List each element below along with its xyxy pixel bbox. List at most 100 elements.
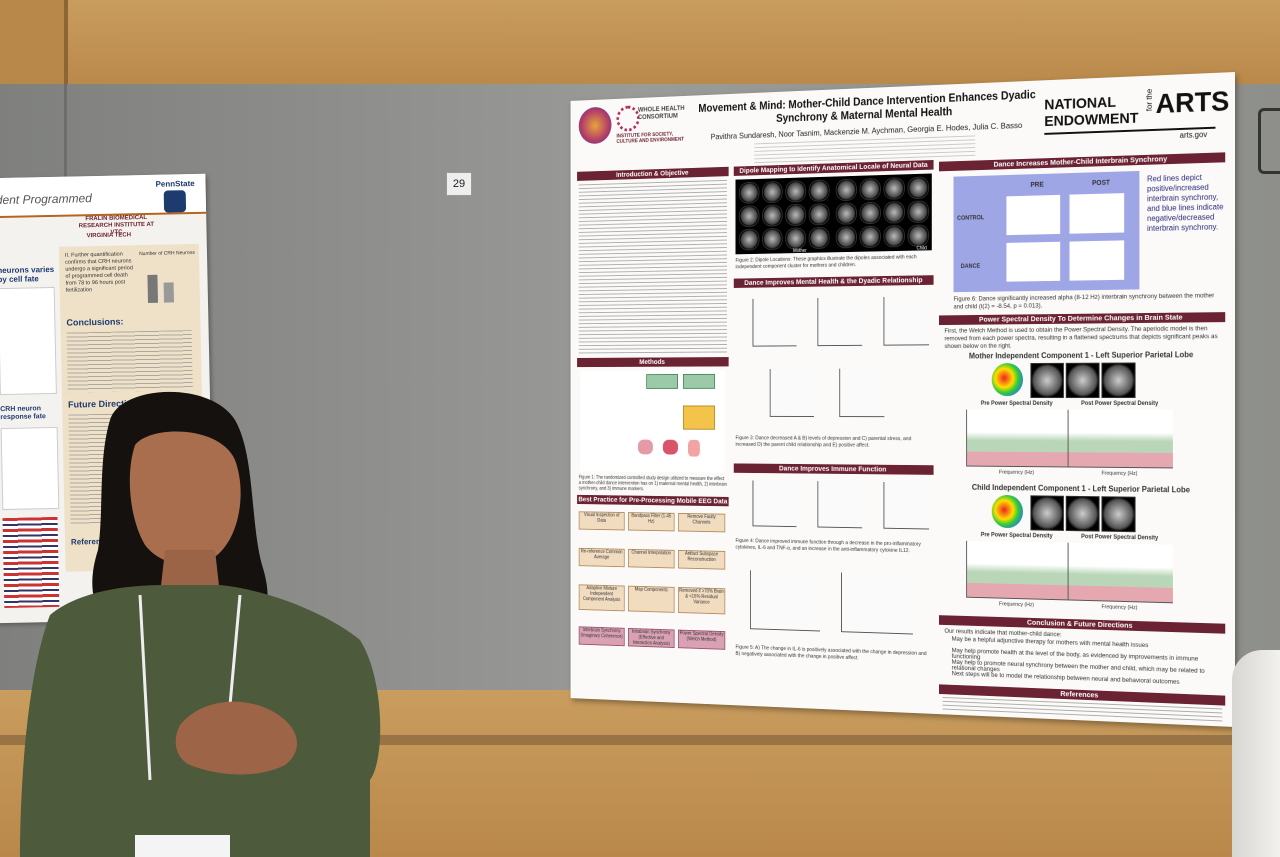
bar-chart	[752, 298, 797, 347]
flow-step: Removed if >70% Brain & <15% Residual Va…	[677, 587, 726, 615]
brain-scan	[835, 226, 857, 249]
nea-url: arts.gov	[1179, 129, 1208, 140]
brain-scan	[859, 177, 881, 201]
mri	[1101, 362, 1136, 399]
flow-step: Channel Interpolation	[627, 548, 675, 569]
figure-caption: Figure 6: Dance significantly increased …	[953, 292, 1215, 311]
axis-label: Frequency (Hz)	[999, 469, 1035, 476]
dipole-grid	[735, 173, 932, 255]
brain-scan	[835, 202, 857, 225]
section-heading: Methods	[577, 357, 729, 368]
psd-title: Post Power Spectral Density	[1081, 400, 1159, 407]
foreground-glasses	[1258, 108, 1280, 174]
affiliations	[754, 135, 976, 165]
figure-caption: Figure 5: A) The change in IL-6 is posit…	[735, 644, 927, 662]
brain-scan	[761, 204, 783, 227]
head-plot	[1069, 193, 1125, 234]
psd-figures: Mother Independent Component 1 - Left Su…	[939, 350, 1225, 622]
figure-caption: Figure 3: Dance decreased A & B) levels …	[735, 435, 912, 449]
brain-scan	[761, 227, 783, 251]
brain-scan	[785, 180, 807, 203]
ic-title: Mother Independent Component 1 - Left Su…	[968, 350, 1194, 361]
face	[129, 431, 241, 565]
row-label: DANCE	[960, 263, 981, 270]
board-number: 29	[446, 172, 472, 196]
design-diagram	[580, 370, 726, 473]
panel-label: Mother	[793, 248, 807, 255]
axis-label: Frequency (Hz)	[1101, 604, 1138, 612]
presenter	[20, 391, 381, 857]
brain-scan	[738, 205, 760, 228]
diagram-box	[646, 374, 678, 389]
foreground-person	[1232, 650, 1280, 857]
diagram-box	[682, 373, 716, 389]
flow-step: Power Spectral Density (Welch Method)	[677, 629, 726, 650]
flow-step: Visual Inspection of Data	[578, 511, 625, 531]
bar-b	[163, 282, 175, 303]
figure-caption: Figure 2: Dipole Locations: These graphi…	[735, 254, 917, 271]
head-plot	[1006, 194, 1061, 236]
brain-icon	[637, 439, 653, 455]
figure-caption: Figure 4: Dance improved immune function…	[735, 538, 921, 555]
university: VIRGINIA TECH	[86, 232, 132, 240]
brain-scan	[738, 181, 760, 204]
finding: II. Further quantification confirms that…	[64, 251, 133, 294]
axis-label: Frequency (Hz)	[999, 601, 1035, 609]
psd-text: First, the Welch Method is used to obtai…	[944, 325, 1218, 350]
psd-plot	[1067, 409, 1173, 469]
rail	[0, 735, 1280, 745]
flow-step: Intrabrain Synchrony (Effective and Inte…	[627, 627, 675, 649]
flow-step: Bandpass Filter (1-45 Hz)	[627, 512, 675, 532]
bar-chart	[752, 480, 797, 528]
section-heading: Dance Improves Immune Function	[733, 463, 934, 475]
bar-chart	[839, 368, 885, 418]
tube-icon	[688, 439, 700, 457]
section-heading: Best Practice for Pre-Processing Mobile …	[577, 494, 729, 507]
flow-step: Interbrain Synchrony (Imaginary Coherenc…	[578, 626, 625, 647]
lab-logo	[578, 106, 612, 145]
mri	[1065, 362, 1100, 399]
psd-title: Pre Power Spectral Density	[980, 400, 1053, 407]
trace-plot	[0, 286, 57, 396]
topomap	[991, 363, 1024, 397]
chart-title: Number of CRH Neurons	[138, 249, 195, 258]
psd-plot	[966, 409, 1069, 468]
scatter-a	[749, 570, 821, 632]
row-label: CONTROL	[957, 215, 985, 222]
synchrony-figure: PRE POST CONTROL DANCE	[953, 170, 1140, 293]
main-poster-frame: WHOLE HEALTH CONSORTIUM INSTITUTE FOR SO…	[570, 72, 1235, 727]
nea-2: ENDOWMENT	[1044, 109, 1139, 131]
col-label: PRE	[1030, 181, 1044, 189]
mri	[1101, 496, 1136, 533]
brain-scan	[859, 201, 881, 225]
flow-step: Adaptive Mixture Independent Component A…	[578, 584, 625, 612]
consortium: WHOLE HEALTH CONSORTIUM	[637, 105, 685, 121]
badge	[135, 835, 230, 857]
scatter-b	[841, 572, 913, 635]
brain-scan	[808, 179, 830, 202]
brain-scan	[859, 225, 881, 248]
bar-a	[147, 274, 159, 303]
flow-step: Map Components	[627, 585, 675, 613]
partner: PennState	[155, 178, 195, 189]
main-poster: WHOLE HEALTH CONSORTIUM INSTITUTE FOR SO…	[570, 72, 1235, 727]
wood-panel	[0, 0, 68, 88]
section-heading: Introduction & Objective	[577, 166, 729, 181]
hands	[175, 701, 297, 775]
bar-chart	[817, 481, 863, 529]
left-title: dent Programmed	[0, 191, 92, 208]
flowchart: Visual Inspection of Data Bandpass Filter…	[578, 508, 729, 678]
consortium-logo	[616, 105, 640, 132]
institute: INSTITUTE FOR SOCIETY, CULTURE AND ENVIR…	[616, 131, 685, 145]
neck	[160, 550, 220, 595]
brain-scan	[738, 228, 760, 251]
psd-title: Post Power Spectral Density	[1081, 534, 1159, 542]
col-label: POST	[1092, 179, 1111, 188]
section-heading: Power Spectral Density To Determine Chan…	[938, 312, 1226, 326]
bar-chart	[817, 297, 863, 347]
psd-plot	[966, 540, 1069, 601]
flow-step: Artifact Subspace Reconstruction	[677, 549, 726, 570]
bar-chart	[883, 296, 930, 346]
